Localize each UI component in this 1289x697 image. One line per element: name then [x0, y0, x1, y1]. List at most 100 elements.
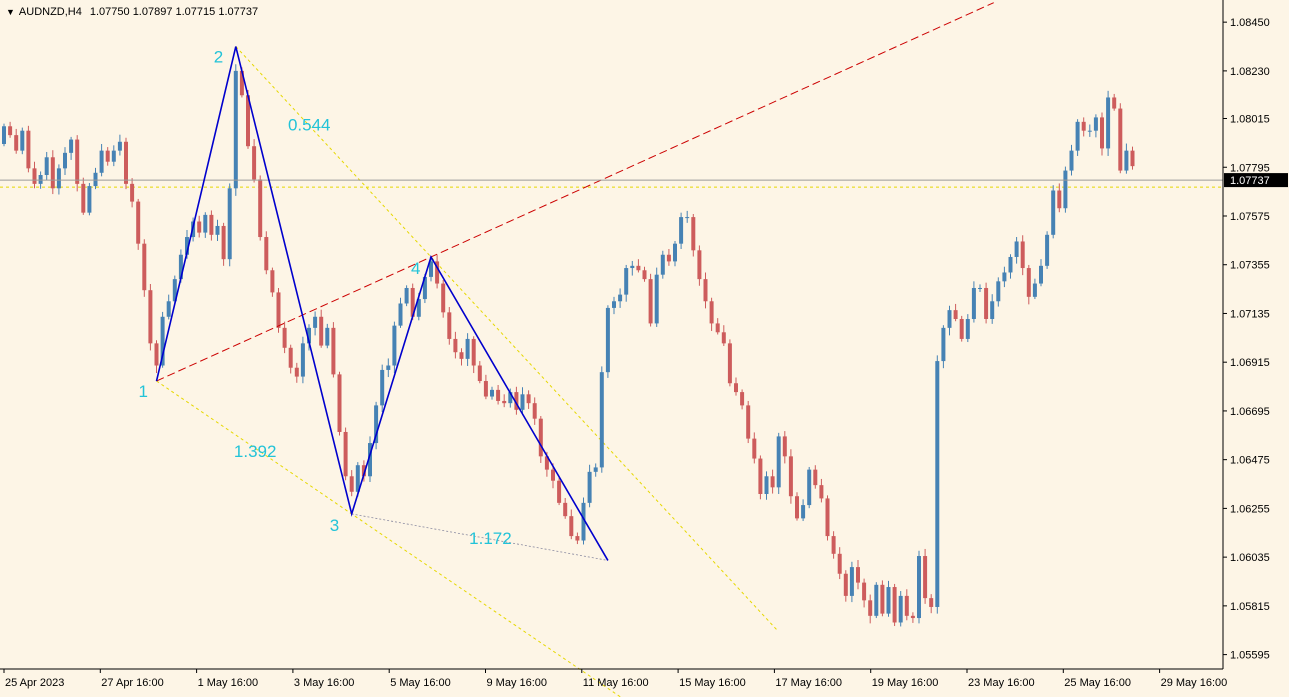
candle-body [185, 237, 189, 255]
candle-body [673, 243, 677, 262]
candle-body [618, 294, 623, 302]
candle-body [172, 279, 177, 302]
time-tick-label: 25 Apr 2023 [5, 677, 64, 689]
price-tick-label: 1.08450 [1230, 17, 1270, 29]
candle-body [862, 582, 867, 601]
candle-body [734, 383, 738, 393]
candle-body [252, 146, 257, 180]
wave-label-3: 3 [330, 516, 339, 535]
candle-body [581, 502, 586, 541]
candle-body [538, 418, 543, 457]
collapse-triangle-icon[interactable]: ▼ [6, 7, 15, 17]
candle-body [917, 556, 921, 619]
candle-body [50, 157, 55, 189]
candle-body [886, 587, 891, 614]
price-tick-label: 1.07355 [1230, 260, 1270, 272]
candle-body [1026, 268, 1031, 297]
candle-body [160, 316, 165, 366]
candle-body [99, 150, 104, 173]
candle-body [709, 301, 714, 324]
candle-body [130, 183, 135, 202]
candle-body [136, 201, 141, 244]
candle-body [971, 287, 976, 319]
candle-body [1069, 150, 1074, 171]
candle-body [258, 179, 263, 238]
price-tick-label: 1.05595 [1230, 650, 1270, 662]
time-tick-label: 1 May 16:00 [198, 677, 259, 689]
candle-body [459, 352, 464, 359]
candle-body [288, 347, 293, 368]
candle-body [1051, 190, 1056, 235]
candle-body [1008, 256, 1013, 273]
candle-body [441, 283, 446, 313]
candle-body [166, 301, 171, 317]
candle-body [953, 310, 958, 319]
candle-body [435, 261, 440, 284]
candle-body [2, 126, 6, 144]
candle-body [1112, 97, 1117, 109]
candle-body [654, 274, 659, 324]
candle-body [880, 584, 885, 614]
candle-body [941, 327, 946, 362]
ohlc-values: 1.07750 1.07897 1.07715 1.07737 [89, 6, 259, 18]
candle-body [648, 279, 653, 324]
candle-body [368, 443, 372, 477]
candle-body [1124, 150, 1129, 171]
time-tick-label: 19 May 16:00 [872, 677, 939, 689]
time-tick-label: 15 May 16:00 [679, 677, 746, 689]
symbol-label: AUDNZD,H4 [18, 6, 82, 18]
candle-body [465, 338, 470, 359]
candle-body [502, 400, 507, 404]
candle-body [642, 270, 647, 280]
candle-body [849, 567, 854, 596]
time-tick-label: 27 Apr 16:00 [101, 677, 163, 689]
price-tick-label: 1.05815 [1230, 601, 1270, 613]
candle-body [429, 261, 433, 277]
candle-body [563, 502, 568, 517]
candle-body [282, 327, 287, 348]
candle-body [1063, 170, 1068, 209]
candle-body [874, 584, 879, 616]
candle-body [776, 436, 781, 488]
time-tick-label: 17 May 16:00 [775, 677, 842, 689]
price-tick-label: 1.06695 [1230, 406, 1270, 418]
candle-body [331, 327, 336, 375]
candle-body [343, 431, 348, 477]
time-tick-label: 9 May 16:00 [487, 677, 548, 689]
fib-line-3-5 [351, 513, 608, 561]
candle-body [1075, 121, 1080, 151]
candle-body [105, 150, 110, 162]
candle-body [1039, 265, 1043, 284]
candle-body [770, 476, 775, 488]
wave-label-2: 2 [214, 48, 223, 67]
candle-body [691, 217, 696, 251]
candle-body [392, 325, 397, 366]
candle-body [984, 287, 989, 319]
candle-body [685, 217, 690, 219]
candle-body [453, 338, 458, 353]
candle-body [746, 405, 751, 439]
candle-body [355, 465, 360, 492]
candle-body [807, 469, 812, 506]
candle-body [904, 595, 909, 616]
candle-body [313, 316, 318, 328]
candle-body [679, 217, 684, 244]
time-tick-label: 25 May 16:00 [1064, 677, 1131, 689]
candle-body [111, 150, 116, 162]
candle-body [831, 536, 836, 554]
candle-body [148, 290, 153, 344]
current-price-tag [1224, 173, 1288, 188]
candle-body [471, 338, 476, 366]
candle-body [1100, 117, 1104, 149]
candle-body [868, 600, 873, 616]
candle-body [813, 469, 818, 486]
price-tick-label: 1.08015 [1230, 114, 1270, 126]
price-tick-label: 1.06475 [1230, 455, 1270, 467]
candle-body [758, 458, 763, 494]
candle-body [477, 365, 482, 382]
candle-body [276, 292, 281, 328]
candle-body [526, 394, 531, 404]
price-tick-label: 1.07135 [1230, 308, 1270, 320]
